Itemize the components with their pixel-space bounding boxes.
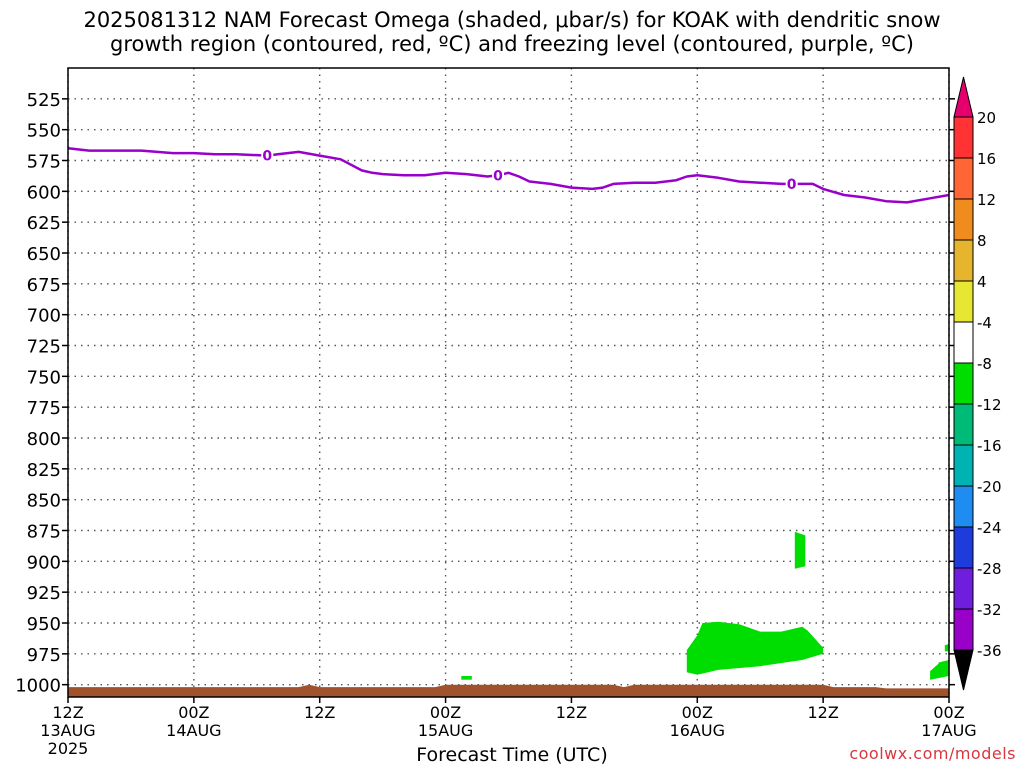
colorbar-label: -28 bbox=[977, 560, 1002, 578]
colorbar-swatch bbox=[953, 526, 974, 569]
x-tick-year: 2025 bbox=[48, 739, 89, 758]
contour-label: 0 bbox=[262, 149, 272, 165]
y-tick-label: 650 bbox=[27, 244, 61, 265]
contour-label-bg bbox=[492, 166, 505, 185]
y-tick-label: 925 bbox=[27, 583, 61, 604]
title-line-2: growth region (contoured, red, ºC) and f… bbox=[110, 32, 914, 56]
contour-label: 0 bbox=[787, 177, 797, 193]
colorbar-label: 12 bbox=[977, 191, 996, 209]
y-tick-label: 625 bbox=[27, 213, 61, 234]
colorbar-swatch bbox=[953, 157, 974, 200]
colorbar-swatch bbox=[953, 608, 974, 651]
x-tick-label: 00Z bbox=[430, 703, 461, 722]
y-tick-label: 825 bbox=[27, 460, 61, 481]
x-tick-date: 14AUG bbox=[166, 721, 221, 740]
x-tick-date: 15AUG bbox=[418, 721, 473, 740]
y-tick-label: 850 bbox=[27, 491, 61, 512]
y-tick-label: 750 bbox=[27, 367, 61, 388]
y-tick-label: 675 bbox=[27, 275, 61, 296]
colorbar-top-arrow bbox=[953, 76, 974, 118]
colorbar-bottom-arrow bbox=[953, 649, 974, 691]
omega-shading bbox=[461, 531, 949, 680]
x-tick-date: 17AUG bbox=[921, 721, 976, 740]
y-axis: 525 550 575 600 625 650 675 700 725 750 775 800 825 8… bbox=[15, 90, 955, 697]
colorbar-swatch bbox=[953, 567, 974, 610]
colorbar-swatch bbox=[953, 116, 974, 159]
colorbar-swatch bbox=[953, 239, 974, 282]
colorbar-swatch bbox=[953, 321, 974, 364]
colorbar-label: -8 bbox=[977, 355, 992, 373]
contour-label-bg bbox=[785, 174, 798, 193]
colorbar-label: 16 bbox=[977, 150, 996, 168]
colorbar-swatch bbox=[953, 403, 974, 446]
colorbar-label: -32 bbox=[977, 601, 1002, 619]
x-tick-label: 00Z bbox=[682, 703, 713, 722]
omega-region bbox=[944, 644, 949, 652]
y-tick-label: 875 bbox=[27, 522, 61, 543]
freezing-level-line bbox=[67, 146, 950, 204]
colorbar-swatch bbox=[953, 198, 974, 241]
x-tick-label: 12Z bbox=[52, 703, 83, 722]
contour-label-bg bbox=[261, 146, 274, 165]
y-tick-label: 575 bbox=[27, 152, 61, 173]
omega-region bbox=[686, 621, 824, 675]
y-tick-label: 550 bbox=[27, 121, 61, 142]
y-tick-label: 1000 bbox=[15, 676, 61, 697]
terrain-fill bbox=[68, 684, 949, 697]
colorbar-label: -20 bbox=[977, 478, 1002, 496]
x-tick-label: 00Z bbox=[178, 703, 209, 722]
y-tick-label: 800 bbox=[27, 429, 61, 450]
colorbar-swatch bbox=[953, 362, 974, 405]
chart-title: 2025081312 NAM Forecast Omega (shaded, μ… bbox=[0, 8, 1024, 56]
omega-region bbox=[461, 676, 472, 680]
title-line-1: 2025081312 NAM Forecast Omega (shaded, μ… bbox=[83, 8, 941, 32]
y-tick-label: 775 bbox=[27, 398, 61, 419]
colorbar-swatch bbox=[953, 280, 974, 323]
colorbar-label: 4 bbox=[977, 273, 987, 291]
colorbar-label: -4 bbox=[977, 314, 992, 332]
colorbar: 20 16 12 8 4 -4 -8 -12 -16 -20 -24 -28 -32 -36 bbox=[953, 76, 1002, 691]
y-tick-label: 600 bbox=[27, 182, 61, 203]
colorbar-label: 8 bbox=[977, 232, 987, 250]
terrain-surface bbox=[68, 684, 949, 697]
colorbar-label: -16 bbox=[977, 437, 1002, 455]
omega-region bbox=[794, 531, 806, 569]
colorbar-label: -24 bbox=[977, 519, 1002, 537]
colorbar-label: -36 bbox=[977, 642, 1002, 660]
x-tick-date: 16AUG bbox=[670, 721, 725, 740]
x-tick-label: 00Z bbox=[933, 703, 964, 722]
y-tick-label: 975 bbox=[27, 645, 61, 666]
colorbar-label: -12 bbox=[977, 396, 1002, 414]
grid-lines bbox=[67, 68, 950, 697]
source-credit: coolwx.com/models bbox=[849, 744, 1016, 763]
colorbar-swatch bbox=[953, 485, 974, 528]
y-tick-label: 725 bbox=[27, 337, 61, 358]
y-tick-label: 700 bbox=[27, 306, 61, 327]
x-axis-label: Forecast Time (UTC) bbox=[416, 744, 608, 766]
omega-region bbox=[930, 660, 949, 680]
x-tick-label: 12Z bbox=[807, 703, 838, 722]
x-tick-date: 13AUG bbox=[40, 721, 95, 740]
y-tick-label: 950 bbox=[27, 614, 61, 635]
freezing-level-contour: 0 0 0 bbox=[67, 146, 950, 204]
x-tick-label: 12Z bbox=[556, 703, 587, 722]
colorbar-swatch bbox=[953, 444, 974, 487]
y-tick-label: 900 bbox=[27, 552, 61, 573]
y-tick-label: 525 bbox=[27, 90, 61, 111]
colorbar-label: 20 bbox=[977, 109, 996, 127]
plot-frame bbox=[67, 67, 950, 698]
x-tick-label: 12Z bbox=[304, 703, 335, 722]
contour-label: 0 bbox=[493, 168, 503, 184]
